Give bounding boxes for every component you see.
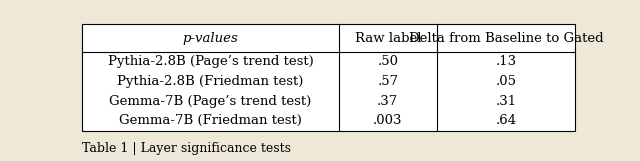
- Text: .003: .003: [373, 114, 403, 127]
- Text: .37: .37: [377, 95, 399, 108]
- Text: .31: .31: [495, 95, 516, 108]
- Text: .50: .50: [378, 56, 398, 68]
- Text: Gemma-7B (Friedman test): Gemma-7B (Friedman test): [119, 114, 302, 127]
- Bar: [83, 24, 575, 131]
- Text: Table 1 | Layer significance tests: Table 1 | Layer significance tests: [83, 142, 291, 155]
- Text: .57: .57: [378, 75, 399, 88]
- Text: Pythia-2.8B (Friedman test): Pythia-2.8B (Friedman test): [117, 75, 304, 88]
- Text: .64: .64: [495, 114, 516, 127]
- Text: Delta from Baseline to Gated: Delta from Baseline to Gated: [409, 32, 604, 45]
- Text: .13: .13: [495, 56, 516, 68]
- Text: Raw label: Raw label: [355, 32, 421, 45]
- Text: Pythia-2.8B (Page’s trend test): Pythia-2.8B (Page’s trend test): [108, 56, 314, 68]
- Text: Gemma-7B (Page’s trend test): Gemma-7B (Page’s trend test): [109, 95, 312, 108]
- Text: .05: .05: [495, 75, 516, 88]
- Text: p-values: p-values: [182, 32, 239, 45]
